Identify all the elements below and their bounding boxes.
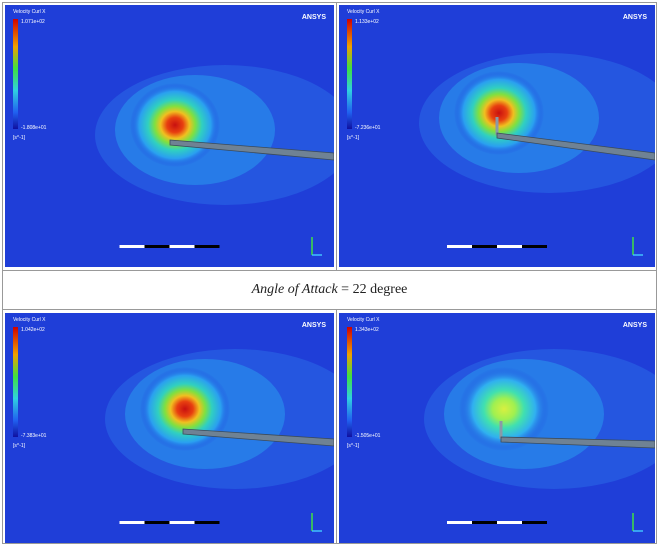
legend-label: 1.343e+02: [355, 327, 379, 333]
caption-text: = 22 degree: [341, 282, 407, 297]
legend-label: -7.236e+01: [355, 125, 381, 131]
logo: ANSYS: [623, 322, 647, 329]
legend-title: Velocity Curl X: [347, 9, 380, 15]
legend-label: 1.042e+02: [21, 327, 45, 333]
legend-unit: [s^-1]: [13, 443, 26, 449]
caption: Angle of Attack = 22 degree: [2, 270, 657, 310]
legend-title: Velocity Curl X: [13, 9, 46, 15]
legend-label: 1.071e+02: [21, 19, 45, 25]
legend-title: Velocity Curl X: [13, 317, 46, 323]
legend-bar: [347, 327, 352, 437]
scale-bar: [195, 245, 220, 248]
scale-bar: [472, 245, 497, 248]
logo: ANSYS: [623, 14, 647, 21]
caption-label: Angle of Attack: [252, 282, 338, 297]
contour-plot: Velocity Curl X 1.071e+02 -1.808e+01 [s^-1]…: [5, 5, 334, 267]
legend-unit: [s^-1]: [347, 443, 360, 449]
legend-bar: [347, 19, 352, 129]
contour-plot: Velocity Curl X 1.343e+02 -1.505e+01 [s^-1]…: [339, 313, 655, 543]
scale-bar: [522, 245, 547, 248]
legend-title: Velocity Curl X: [347, 317, 380, 323]
vortex: [140, 367, 230, 451]
logo: ANSYS: [302, 14, 326, 21]
logo: ANSYS: [302, 322, 326, 329]
legend-bar: [13, 327, 18, 437]
legend-bar: [13, 19, 18, 129]
legend-label: 1.133e+02: [355, 19, 379, 25]
legend-unit: [s^-1]: [13, 135, 26, 141]
scale-bar: [145, 521, 170, 524]
vortex: [130, 83, 220, 167]
contour-plot: Velocity Curl X 1.042e+02 -7.383e+01 [s^-1]…: [5, 313, 334, 543]
contour-plot: Velocity Curl X 1.133e+02 -7.236e+01 [s^-1]…: [339, 5, 655, 267]
legend-label: -1.505e+01: [355, 433, 381, 439]
scale-bar: [195, 521, 220, 524]
divider: [336, 2, 337, 270]
legend-label: -1.808e+01: [21, 125, 47, 131]
legend-label: -7.383e+01: [21, 433, 47, 439]
scale-bar: [145, 245, 170, 248]
divider: [336, 310, 337, 544]
legend-unit: [s^-1]: [347, 135, 360, 141]
scale-bar: [522, 521, 547, 524]
scale-bar: [472, 521, 497, 524]
